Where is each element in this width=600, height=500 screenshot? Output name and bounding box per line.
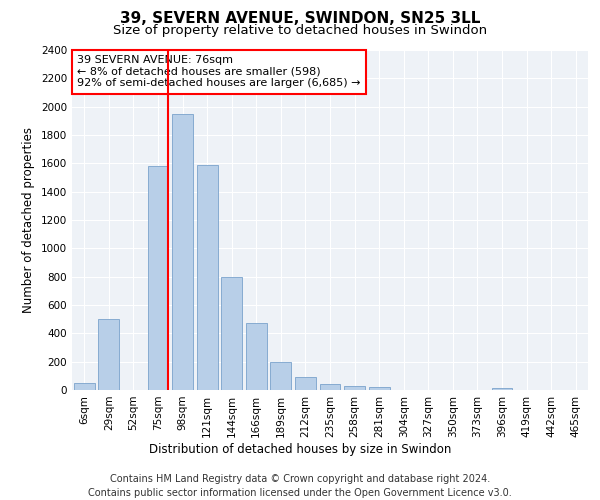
Text: Contains HM Land Registry data © Crown copyright and database right 2024.
Contai: Contains HM Land Registry data © Crown c… [88,474,512,498]
Text: 39, SEVERN AVENUE, SWINDON, SN25 3LL: 39, SEVERN AVENUE, SWINDON, SN25 3LL [120,11,480,26]
Bar [197,165,218,390]
Text: Size of property relative to detached houses in Swindon: Size of property relative to detached ho… [113,24,487,37]
Text: 39 SEVERN AVENUE: 76sqm
← 8% of detached houses are smaller (598)
92% of semi-de: 39 SEVERN AVENUE: 76sqm ← 8% of detached… [77,55,361,88]
Y-axis label: Number of detached properties: Number of detached properties [22,127,35,313]
Bar [271,362,292,390]
Bar [368,387,389,390]
Bar [98,319,119,390]
Bar [320,384,340,390]
Bar [172,114,193,390]
Bar [221,276,242,390]
Bar [295,377,316,390]
Bar [344,386,365,390]
Bar [491,388,512,390]
Bar [148,166,169,390]
Text: Distribution of detached houses by size in Swindon: Distribution of detached houses by size … [149,442,451,456]
Bar [246,324,267,390]
Bar [74,383,95,390]
